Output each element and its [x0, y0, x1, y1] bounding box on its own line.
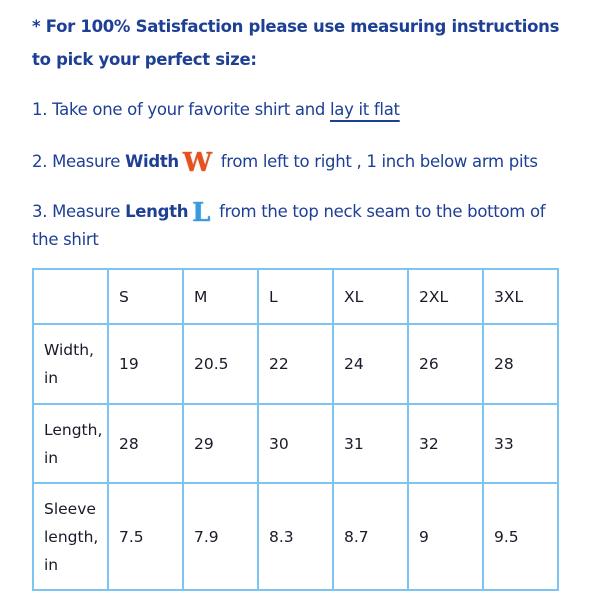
- step-1-text: 1. Take one of your favorite shirt and: [32, 100, 330, 119]
- step-2-suffix: from left to right , 1 inch below arm pi…: [215, 152, 538, 171]
- step-3-bold: Length: [125, 202, 189, 221]
- step-3-prefix: 3. Measure: [32, 202, 126, 221]
- step-2: 2. Measure Width W from left to right , 1…: [32, 148, 538, 178]
- header-cell: XL: [332, 268, 409, 325]
- intro-line-1: * For 100% Satisfaction please use measu…: [32, 17, 560, 36]
- table-cell: 32: [407, 403, 484, 484]
- header-cell: L: [257, 268, 334, 325]
- step-2-bold: Width: [125, 152, 179, 171]
- lay-it-flat-link[interactable]: lay it flat: [330, 100, 400, 119]
- table-cell: 30: [257, 403, 334, 484]
- size-chart-table: S M L XL 2XL 3XL Width, in 19 20.5 22 24…: [32, 268, 559, 591]
- table-cell: 20.5: [182, 323, 259, 405]
- header-cell: M: [182, 268, 259, 325]
- table-header-row: S M L XL 2XL 3XL: [32, 268, 559, 325]
- row-label: Length, in: [32, 403, 109, 484]
- header-cell: 3XL: [482, 268, 559, 325]
- row-label: Width, in: [32, 323, 109, 405]
- row-label: Sleeve length, in: [32, 482, 109, 591]
- table-cell: 8.3: [257, 482, 334, 591]
- step-2-prefix: 2. Measure: [32, 152, 126, 171]
- header-cell: [32, 268, 109, 325]
- table-cell: 7.9: [182, 482, 259, 591]
- table-cell: 26: [407, 323, 484, 405]
- table-cell: 8.7: [332, 482, 409, 591]
- width-w-icon: W: [182, 148, 212, 178]
- step-3-continuation: the shirt: [32, 230, 99, 249]
- header-cell: S: [107, 268, 184, 325]
- table-row: Width, in 19 20.5 22 24 26 28: [32, 323, 559, 405]
- table-row: Length, in 28 29 30 31 32 33: [32, 403, 559, 484]
- table-cell: 9.5: [482, 482, 559, 591]
- step-1: 1. Take one of your favorite shirt and l…: [32, 100, 400, 119]
- table-cell: 33: [482, 403, 559, 484]
- table-cell: 7.5: [107, 482, 184, 591]
- table-cell: 9: [407, 482, 484, 591]
- table-cell: 19: [107, 323, 184, 405]
- intro-line-2: to pick your perfect size:: [32, 50, 257, 69]
- table-cell: 29: [182, 403, 259, 484]
- length-l-icon: L: [192, 198, 211, 228]
- table-cell: 28: [482, 323, 559, 405]
- table-row: Sleeve length, in 7.5 7.9 8.3 8.7 9 9.5: [32, 482, 559, 591]
- table-cell: 24: [332, 323, 409, 405]
- step-3-suffix: from the top neck seam to the bottom of: [214, 202, 546, 221]
- table-cell: 22: [257, 323, 334, 405]
- header-cell: 2XL: [407, 268, 484, 325]
- table-cell: 31: [332, 403, 409, 484]
- step-3: 3. Measure Length L from the top neck sea…: [32, 198, 546, 228]
- table-cell: 28: [107, 403, 184, 484]
